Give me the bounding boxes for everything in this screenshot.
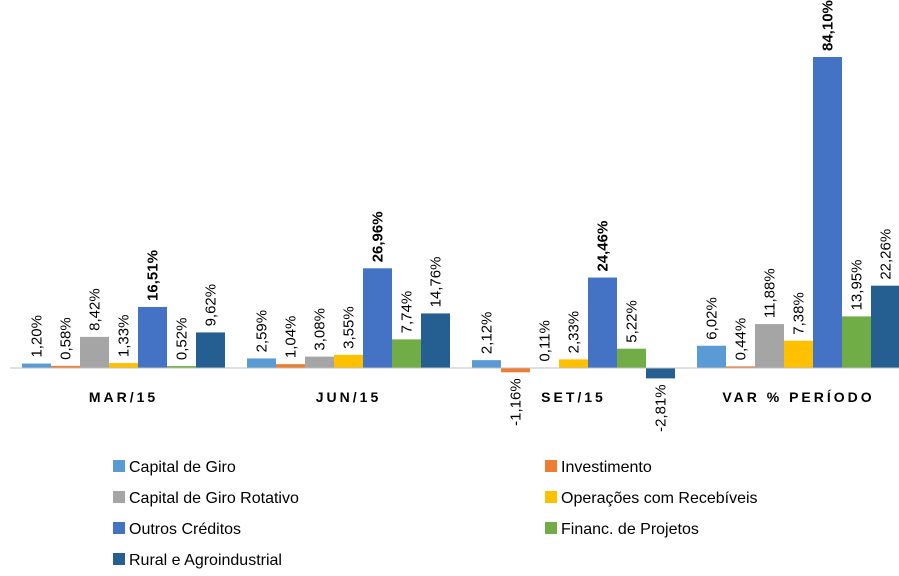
bar [196, 332, 225, 368]
value-label: 2,59% [254, 310, 271, 353]
legend-label: Outros Créditos [129, 521, 241, 538]
value-label: -2,81% [653, 384, 670, 432]
bar [697, 345, 726, 368]
bar [813, 57, 842, 368]
value-label: 16,51% [145, 250, 162, 301]
value-label: 1,20% [29, 315, 46, 358]
bar [167, 366, 196, 368]
bar [646, 368, 675, 379]
legend-swatch [545, 460, 557, 472]
value-label: 2,33% [566, 311, 583, 354]
x-tick-label: JUN/15 [316, 389, 381, 405]
legend-label: Operações com Recebíveis [561, 490, 758, 507]
value-label: 0,52% [174, 318, 191, 361]
bar [842, 316, 871, 368]
x-tick-label: VAR % PERÍODO [722, 389, 874, 405]
x-tick-label: SET/15 [541, 389, 606, 405]
bar [276, 364, 305, 368]
value-label: 22,26% [878, 229, 895, 280]
bar [726, 366, 755, 368]
bar [472, 360, 501, 368]
value-label: -1,16% [508, 378, 525, 426]
x-tick-label: MAR/15 [89, 389, 158, 405]
legend-label: Rural e Agroindustrial [129, 552, 282, 569]
legend-label: Investimento [561, 459, 652, 476]
value-label: 7,38% [791, 292, 808, 335]
bar [305, 356, 334, 368]
bar [138, 306, 167, 368]
value-label: 0,44% [733, 318, 750, 361]
value-label: 5,22% [624, 300, 641, 343]
legend-swatch [545, 491, 557, 503]
bar [588, 277, 617, 368]
bar [51, 365, 80, 368]
legend-label: Capital de Giro Rotativo [129, 490, 299, 507]
value-label: 1,04% [283, 316, 300, 359]
value-label: 14,76% [428, 257, 445, 308]
bar [501, 368, 530, 373]
value-label: 8,42% [87, 288, 104, 331]
value-label: 2,12% [479, 312, 496, 355]
bar [109, 363, 138, 368]
value-label: 9,62% [203, 284, 220, 327]
bar [755, 324, 784, 368]
bar [871, 285, 899, 368]
bar [334, 354, 363, 368]
value-label: 7,74% [399, 291, 416, 334]
bar [421, 313, 450, 368]
value-label: 13,95% [849, 260, 866, 311]
value-label: 26,96% [370, 211, 387, 262]
legend-label: Financ. de Projetos [561, 521, 699, 538]
legend-swatch [113, 522, 125, 534]
value-label: 24,46% [595, 221, 612, 272]
legend-swatch [113, 553, 125, 565]
legend-label: Capital de Giro [129, 459, 236, 476]
bar [559, 359, 588, 368]
value-label: 3,08% [312, 308, 329, 351]
value-label: 1,33% [116, 315, 133, 358]
value-label: 0,58% [58, 317, 75, 360]
bar [784, 340, 813, 368]
bar [363, 268, 392, 368]
legend-swatch [545, 522, 557, 534]
value-label: 84,10% [820, 0, 837, 51]
bar [392, 339, 421, 368]
bar [80, 336, 109, 368]
bar [22, 363, 51, 368]
legend-swatch [113, 460, 125, 472]
value-label: 0,11% [537, 320, 554, 361]
value-label: 3,55% [341, 306, 358, 349]
value-label: 6,02% [704, 297, 721, 340]
legend-swatch [113, 491, 125, 503]
bar [617, 348, 646, 368]
value-label: 11,88% [762, 268, 779, 318]
bar [247, 358, 276, 368]
